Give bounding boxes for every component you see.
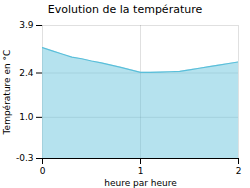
svg-text:1.0: 1.0 [19,112,34,122]
svg-text:-0.3: -0.3 [16,153,34,163]
svg-text:Température en °C: Température en °C [2,50,12,136]
svg-text:1: 1 [138,166,144,176]
svg-text:0: 0 [40,166,46,176]
svg-text:3.9: 3.9 [19,20,34,30]
svg-text:2: 2 [236,166,242,176]
svg-text:heure par heure: heure par heure [104,178,177,188]
svg-text:2.4: 2.4 [19,68,34,78]
html-text:Evolution de la température: Evolution de la température [47,3,203,16]
